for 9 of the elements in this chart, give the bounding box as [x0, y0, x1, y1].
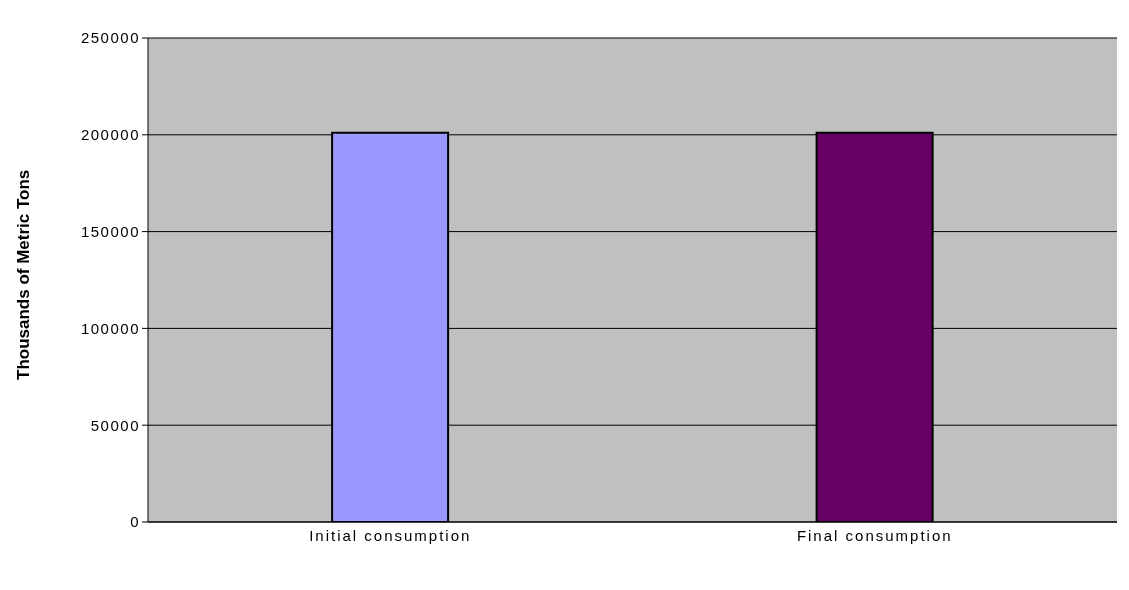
y-tick-label: 100000 [80, 319, 140, 337]
y-tick-label: 50000 [90, 416, 140, 434]
y-tick-label: 0 [130, 513, 140, 531]
y-tick-label: 250000 [80, 29, 140, 47]
x-tick-label: Final consumption [796, 526, 953, 544]
y-axis-title: Thousands of Metric Tons [14, 169, 34, 380]
x-tick-label: Initial consumption [309, 526, 472, 544]
y-tick-label: 150000 [80, 222, 140, 240]
y-tick-label: 200000 [80, 126, 140, 144]
